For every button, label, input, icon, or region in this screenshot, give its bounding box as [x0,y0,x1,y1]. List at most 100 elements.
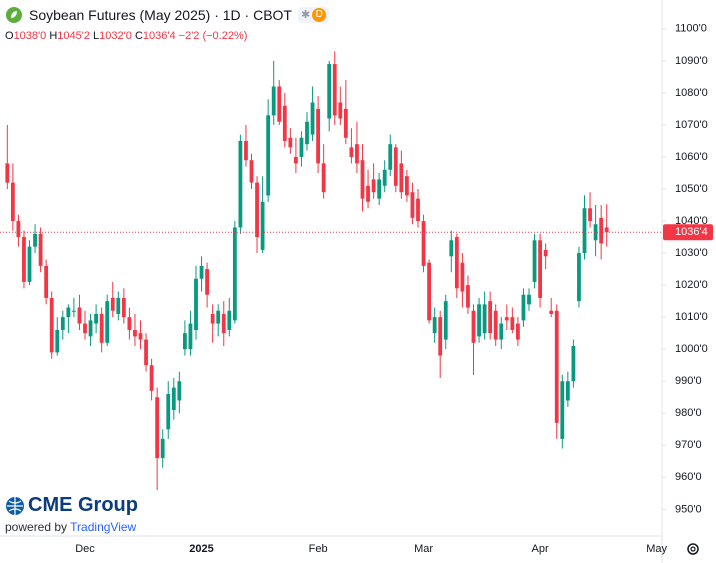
candle-body [60,317,65,330]
y-tick-label: 960'0 [675,471,702,483]
candle-body [38,233,43,266]
candle-body [210,313,215,324]
candle-body [216,310,221,324]
candle-body [488,301,493,334]
y-tick-label: 1060'0 [675,151,708,163]
gear[interactable] [687,543,699,555]
candle-body [88,320,93,337]
candle-body [110,297,115,311]
candle-body [99,313,104,343]
candle-body [266,115,271,196]
candle-body [499,323,504,340]
x-tick-label: May [646,543,667,555]
candle-body [549,310,554,314]
header: Soybean Futures (May 2025) · 1D · CBOT ✱… [5,6,330,24]
candle-body [33,233,37,247]
candle-body [310,102,315,135]
candle-body [443,301,448,340]
chart-title: Soybean Futures (May 2025) · 1D · CBOT [29,7,292,23]
candle-body [44,265,49,298]
candle-body [149,365,154,391]
logo-globe [6,496,24,515]
candle-body [305,121,309,145]
ohlc-value: 1045'2 [57,30,90,42]
candle-body [599,217,604,244]
candle-body [188,323,193,350]
candle-body [83,323,87,334]
candle-body [560,381,565,439]
settings-icon[interactable] [687,543,699,555]
candle-body [554,310,559,423]
logo-name: CME Group [28,494,138,516]
candle-body [133,329,137,337]
candle-body [166,394,171,430]
candle-body [160,438,165,459]
candle-body [116,297,121,314]
candle-body [393,147,398,186]
y-tick-label: 980'0 [675,407,702,419]
candle-body [471,310,476,343]
candle-body [288,137,293,148]
y-tick-label: 1090'0 [675,55,708,67]
y-tick-label: 1070'0 [675,119,708,131]
symbol-icon [6,7,22,23]
change: −2'2 (−0.22%) [178,30,248,42]
candle-body [360,160,365,199]
ohlc-key: C [134,30,143,42]
candle-body [460,262,465,292]
candle-body [427,262,431,321]
candle-body [516,323,520,340]
candle-body [238,140,243,228]
y-tick-label: 950'0 [675,503,702,515]
candle-body [121,297,126,318]
candle-body [388,144,393,170]
candle-body [294,156,298,164]
candle-body [449,240,454,257]
candle-body [410,192,415,218]
delay-badge: D [312,8,327,22]
candle-body [382,169,387,186]
candle-body [366,185,370,202]
candle-body [94,313,98,324]
candle-body [604,227,609,233]
y-tick-label: 1020'0 [675,279,708,291]
y-tick-label: 1040'0 [675,215,708,227]
candle-body [432,317,437,334]
candle-body [22,237,26,282]
candle-body [10,182,15,222]
candle-body [244,140,248,161]
y-tick-label: 970'0 [675,439,702,451]
gear-hub[interactable] [690,546,696,552]
x-tick-label: Mar [414,543,433,555]
candle-body [177,381,182,401]
candle-body [277,86,282,122]
candle-body [199,265,204,279]
brand[interactable]: TradingView [70,520,137,534]
y-tick-label: 1030'0 [675,247,708,259]
ohlc-value: 1038'0 [13,30,47,42]
candle-body [299,137,304,157]
candle-body [138,333,143,340]
candle-body [538,240,542,298]
candle-body [282,105,287,141]
candle-body [543,249,548,257]
candle-body [377,179,382,199]
candle-body [144,339,148,366]
candle-body [183,333,187,350]
ohlc-key: L [93,30,100,42]
candle-body [171,387,176,411]
candle-body [399,163,404,193]
candle-body [582,208,587,254]
snowflake-icon: ✱ [301,9,311,21]
candle-body [405,176,409,196]
ohlc-legend: O1038'0 H1045'2 L1032'0 C1036'4 −2'2 (−0… [5,30,247,42]
candle-body [55,329,60,353]
candle-body [72,310,76,312]
candle-body [521,294,526,321]
last-price-tag [663,224,713,241]
candle-body [338,102,343,119]
ohlc-key: O [5,30,14,42]
x-tick-label: 2025 [189,543,213,555]
candle-body [327,64,332,119]
